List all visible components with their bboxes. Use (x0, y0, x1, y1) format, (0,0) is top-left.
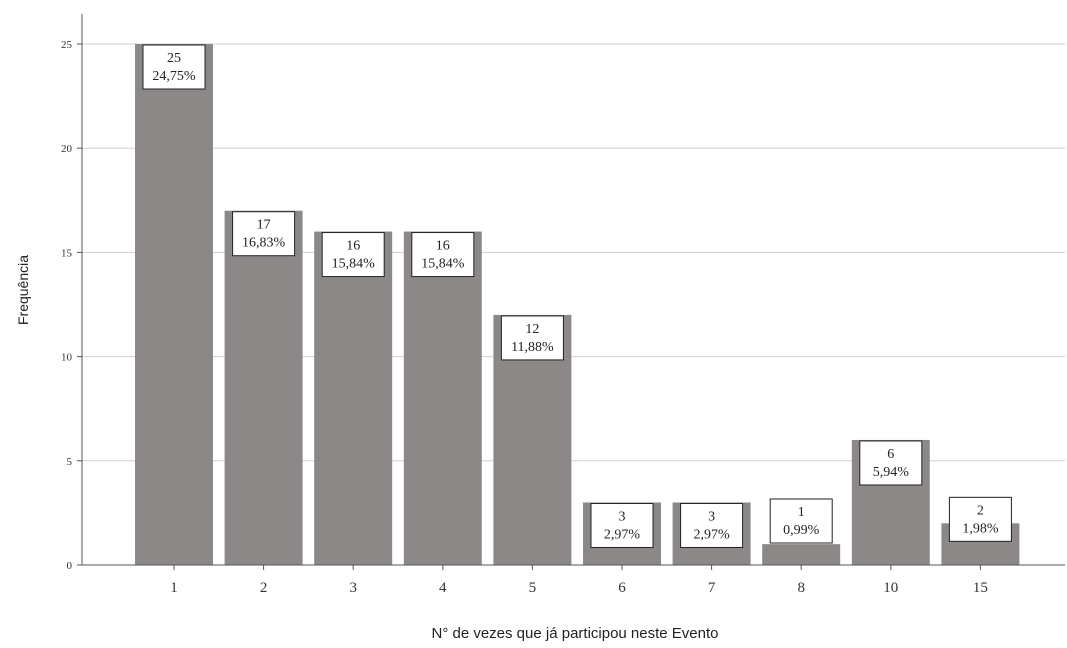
data-label-count: 2 (977, 503, 984, 518)
x-axis-title: N° de vezes que já participou neste Even… (431, 625, 718, 642)
data-label-box (232, 211, 296, 257)
data-label-count: 6 (887, 447, 894, 462)
data-label-percent: 24,75% (152, 69, 196, 84)
data-label-percent: 16,83% (242, 236, 286, 251)
data-label-box (859, 440, 923, 486)
data-label-box (590, 502, 654, 548)
y-tick-label: 10 (61, 352, 73, 364)
bar-4 (403, 231, 482, 565)
y-tick-label: 5 (67, 456, 73, 468)
x-tick-label: 15 (973, 580, 988, 596)
bar-3 (314, 231, 393, 565)
y-tick-label: 25 (61, 39, 73, 51)
x-tick-label: 7 (708, 580, 716, 596)
data-label-box (411, 232, 475, 278)
x-tick-label: 8 (797, 580, 805, 596)
data-label-box (142, 44, 206, 90)
bar-2 (224, 210, 303, 565)
data-label-box (948, 496, 1012, 542)
data-label-percent: 0,99% (783, 523, 820, 538)
data-label-box (769, 498, 833, 544)
x-tick-label: 4 (439, 580, 447, 596)
data-label-box (321, 232, 385, 278)
data-label-percent: 15,84% (332, 257, 376, 272)
data-label-percent: 2,97% (604, 527, 641, 542)
data-label-percent: 5,94% (873, 465, 910, 480)
y-tick-label: 0 (67, 560, 73, 572)
x-tick-label: 10 (883, 580, 898, 596)
y-tick-label: 20 (61, 143, 73, 155)
data-label-count: 3 (619, 509, 626, 524)
data-label-count: 1 (798, 505, 805, 520)
data-label-count: 16 (346, 239, 360, 254)
data-label-percent: 15,84% (421, 257, 465, 272)
bars (135, 44, 1020, 565)
data-label-percent: 11,88% (511, 340, 554, 355)
data-label-box (680, 502, 744, 548)
x-tick-label: 6 (618, 580, 626, 596)
bar-8 (762, 544, 841, 565)
data-label-count: 3 (708, 509, 715, 524)
data-label-count: 16 (436, 239, 450, 254)
data-label-percent: 1,98% (962, 521, 999, 536)
data-label-box (500, 315, 564, 361)
bar-1 (135, 44, 213, 565)
x-tick-label: 1 (170, 580, 178, 596)
data-label-percent: 2,97% (694, 527, 731, 542)
y-axis-title: Frequência (15, 255, 31, 325)
x-tick-label: 3 (349, 580, 357, 596)
x-tick-label: 2 (260, 580, 268, 596)
data-label-count: 12 (525, 322, 539, 337)
data-label-count: 17 (257, 218, 271, 233)
x-tick-label: 5 (529, 580, 537, 596)
y-tick-label: 15 (61, 247, 73, 259)
data-label-count: 25 (167, 51, 181, 66)
